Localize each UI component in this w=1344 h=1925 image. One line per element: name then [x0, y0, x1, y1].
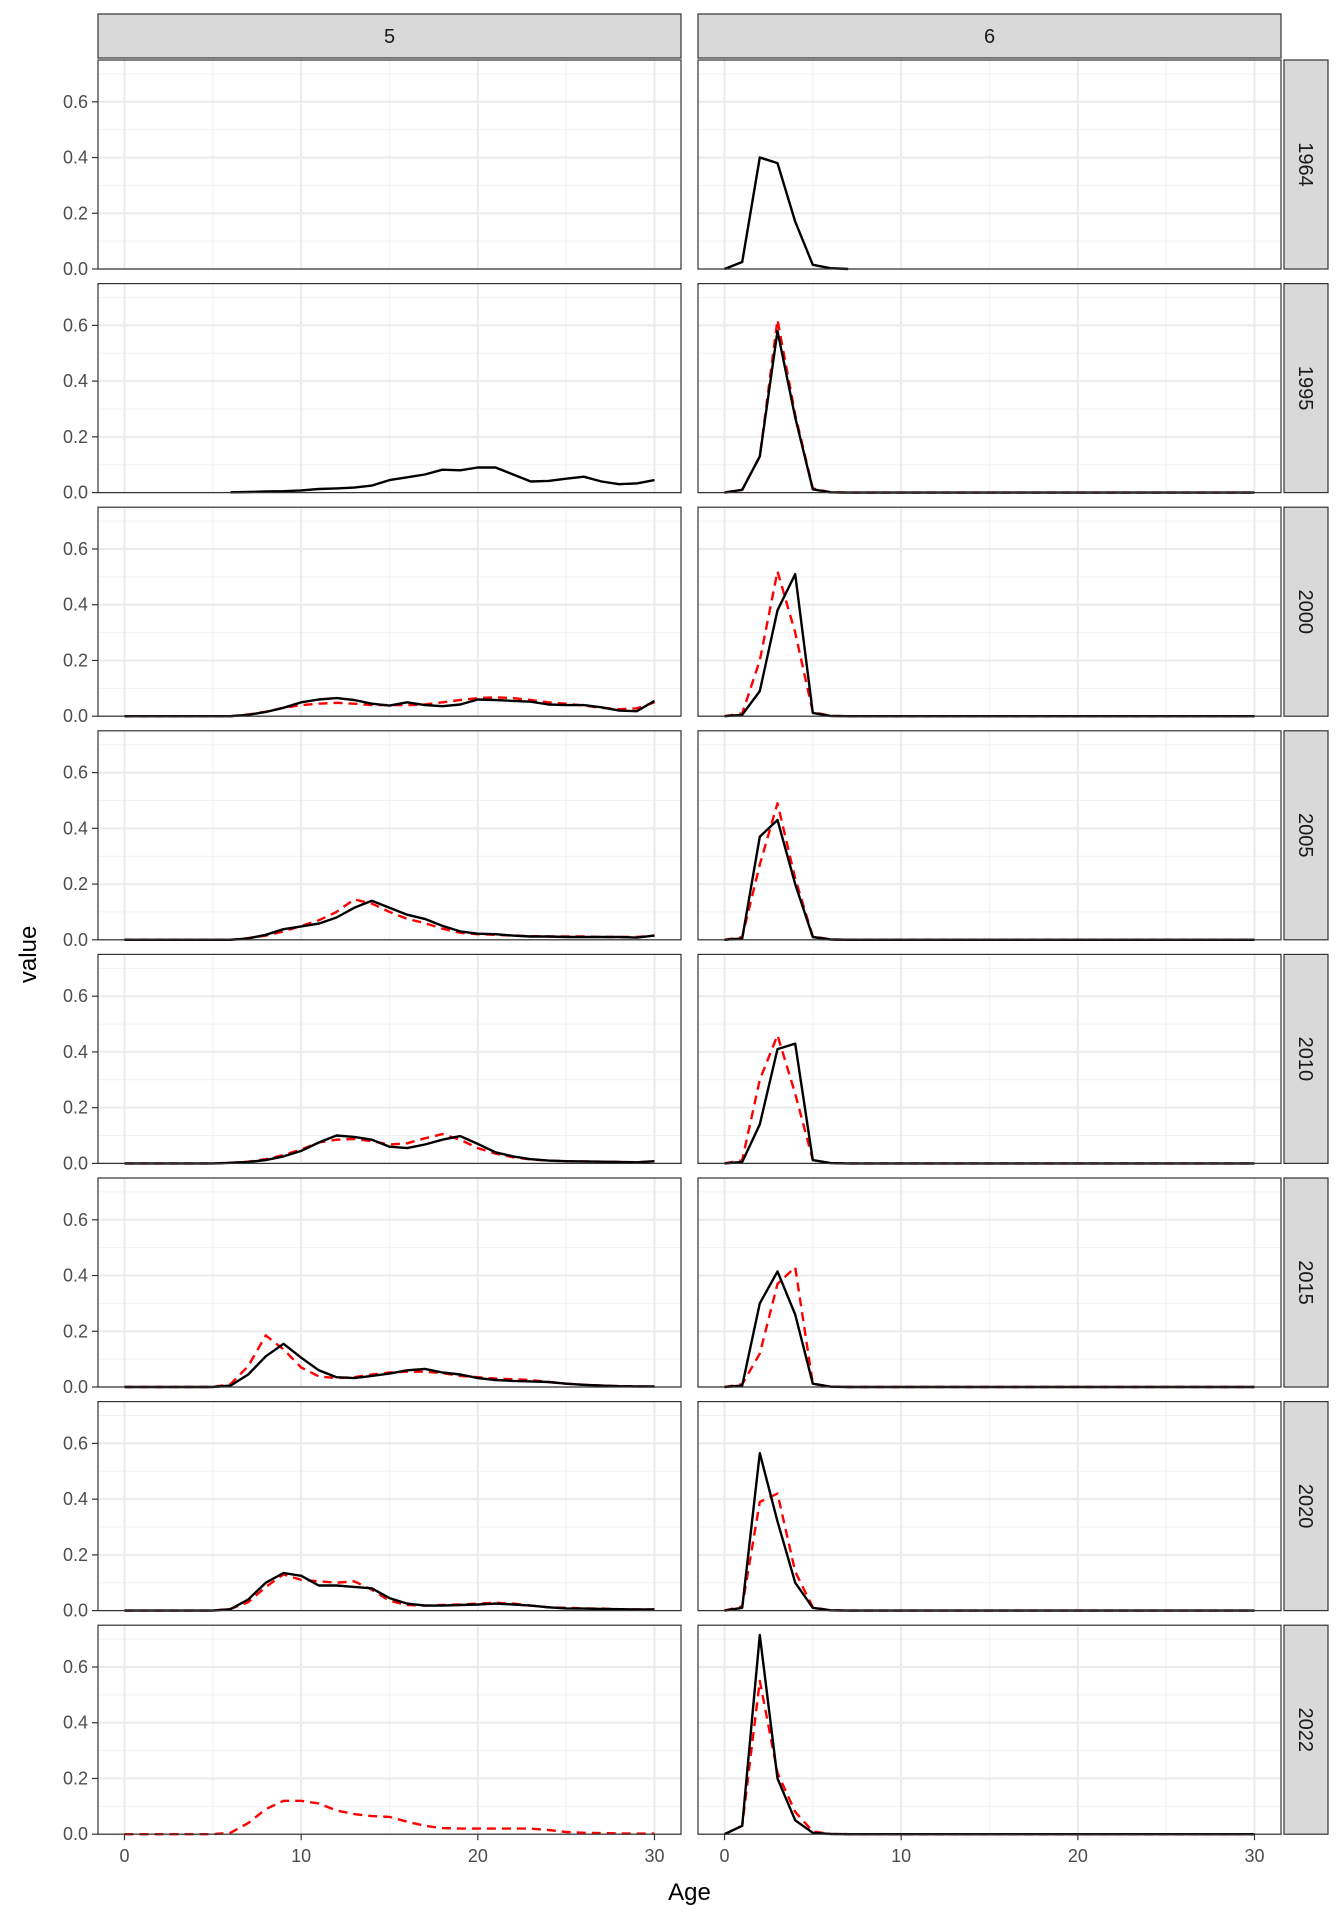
panel-border — [97, 283, 682, 494]
x-axis-title: Age — [668, 1879, 711, 1906]
y-tick-label: 0.4 — [63, 148, 88, 168]
expected-line — [124, 696, 655, 718]
row-strip — [1283, 506, 1329, 717]
y-tick-label: 0.6 — [63, 1210, 88, 1230]
y-tick-label: 0.4 — [63, 371, 88, 391]
panel-border — [697, 1177, 1282, 1388]
y-tick-label: 0.0 — [63, 1601, 88, 1621]
panel-border — [697, 283, 1282, 494]
y-tick-label: 0.2 — [63, 1768, 88, 1788]
panel-border — [697, 730, 1282, 941]
observed-line — [230, 466, 655, 494]
y-tick-label: 0.2 — [63, 650, 88, 670]
y-tick-label: 0.2 — [63, 203, 88, 223]
x-tick-label: 0 — [119, 1846, 129, 1866]
x-tick-label: 30 — [644, 1846, 664, 1866]
panel-border — [97, 1177, 682, 1388]
panel-border — [697, 1624, 1282, 1835]
y-tick-label: 0.6 — [63, 1433, 88, 1453]
y-tick-label: 0.0 — [63, 1377, 88, 1397]
y-tick-label: 0.4 — [63, 1713, 88, 1733]
y-tick-label: 0.6 — [63, 539, 88, 559]
y-tick-label: 0.2 — [63, 1098, 88, 1118]
y-tick-label: 0.0 — [63, 706, 88, 726]
row-strip — [1283, 59, 1329, 270]
y-tick-label: 0.0 — [63, 259, 88, 279]
y-tick-label: 0.2 — [63, 1321, 88, 1341]
panel-border — [97, 953, 682, 1165]
row-strip — [1283, 730, 1329, 941]
x-tick-label: 20 — [468, 1846, 488, 1866]
y-tick-label: 0.4 — [63, 1489, 88, 1509]
y-axis-title: value — [15, 926, 42, 983]
y-tick-label: 0.6 — [63, 1657, 88, 1677]
row-strip-label: 2005 — [1294, 813, 1316, 858]
x-tick-label: 10 — [291, 1846, 311, 1866]
row-strip-label: 2022 — [1294, 1707, 1316, 1752]
observed-line — [724, 156, 849, 271]
y-tick-label: 0.2 — [63, 427, 88, 447]
row-strip-label: 2000 — [1294, 589, 1316, 634]
y-tick-label: 0.6 — [63, 315, 88, 335]
y-tick-label: 0.4 — [63, 818, 88, 838]
row-strip — [1283, 1400, 1329, 1612]
y-tick-label: 0.4 — [63, 1266, 88, 1286]
y-tick-label: 0.2 — [63, 874, 88, 894]
x-tick-label: 0 — [719, 1846, 729, 1866]
y-tick-label: 0.6 — [63, 986, 88, 1006]
panel-border — [697, 506, 1282, 717]
column-strip — [697, 13, 1282, 59]
y-tick-label: 0.2 — [63, 1545, 88, 1565]
panel-border — [697, 59, 1282, 270]
row-strip — [1283, 1177, 1329, 1388]
y-tick-label: 0.4 — [63, 595, 88, 615]
panel-border — [97, 59, 682, 270]
column-strip — [97, 13, 682, 59]
row-strip — [1283, 283, 1329, 494]
row-strip — [1283, 1624, 1329, 1835]
x-tick-label: 30 — [1244, 1846, 1264, 1866]
panel-border — [697, 953, 1282, 1165]
x-tick-label: 10 — [891, 1846, 911, 1866]
expected-line — [124, 1799, 655, 1836]
row-strip-label: 1995 — [1294, 366, 1316, 411]
row-strip — [1283, 953, 1329, 1165]
panel-border — [97, 730, 682, 941]
panel-border — [97, 1624, 682, 1835]
column-strip-label: 5 — [384, 26, 395, 48]
y-tick-label: 0.0 — [63, 1824, 88, 1844]
panel-border — [97, 506, 682, 717]
row-strip-label: 2010 — [1294, 1037, 1316, 1082]
row-strip-label: 1964 — [1294, 142, 1316, 187]
y-tick-label: 0.6 — [63, 92, 88, 112]
panel-border — [697, 1400, 1282, 1612]
y-tick-label: 0.0 — [63, 930, 88, 950]
x-tick-label: 20 — [1068, 1846, 1088, 1866]
row-strip-label: 2015 — [1294, 1260, 1316, 1305]
y-tick-label: 0.0 — [63, 483, 88, 503]
column-strip-label: 6 — [984, 26, 995, 48]
panel-border — [97, 1400, 682, 1612]
y-tick-label: 0.6 — [63, 763, 88, 783]
row-strip-label: 2020 — [1294, 1484, 1316, 1529]
y-tick-label: 0.4 — [63, 1042, 88, 1062]
y-tick-label: 0.0 — [63, 1153, 88, 1173]
